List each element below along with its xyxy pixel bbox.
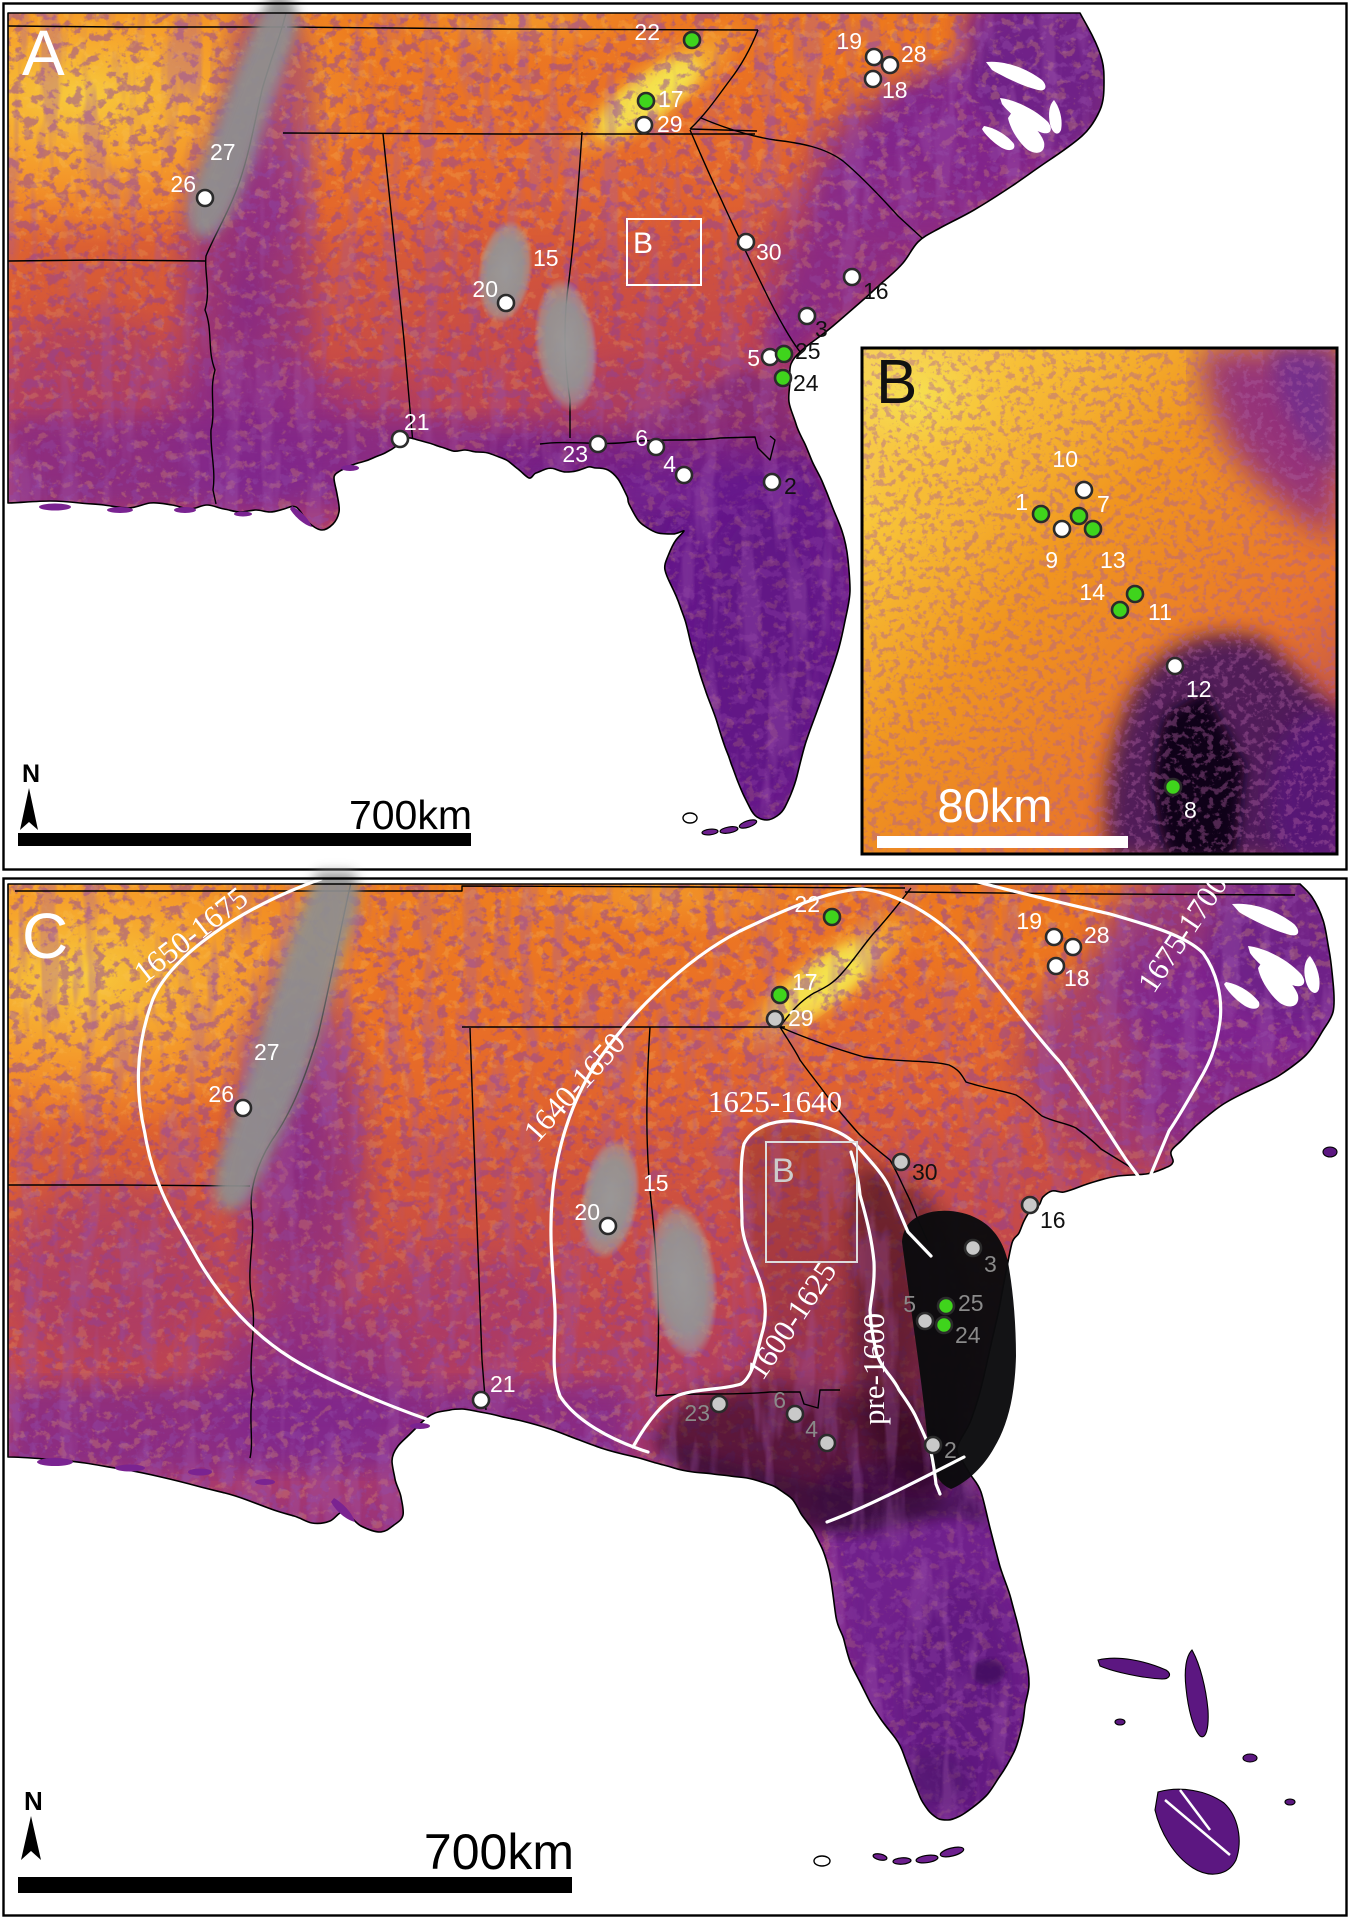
svg-text:pre-1600: pre-1600 [856, 1313, 891, 1425]
svg-text:10: 10 [1052, 446, 1078, 472]
svg-text:15: 15 [533, 245, 559, 271]
svg-text:5: 5 [903, 1291, 916, 1317]
svg-text:15: 15 [643, 1170, 669, 1196]
svg-text:23: 23 [684, 1400, 710, 1426]
svg-text:16: 16 [1040, 1207, 1066, 1233]
svg-text:80km: 80km [938, 779, 1053, 832]
svg-text:11: 11 [1148, 599, 1172, 625]
svg-text:30: 30 [756, 239, 782, 265]
svg-text:3: 3 [984, 1251, 997, 1277]
svg-text:22: 22 [794, 891, 820, 917]
svg-text:19: 19 [836, 28, 862, 54]
svg-text:14: 14 [1079, 579, 1105, 605]
svg-text:N: N [22, 760, 40, 788]
svg-text:29: 29 [657, 111, 683, 137]
svg-text:4: 4 [805, 1416, 818, 1442]
svg-text:28: 28 [901, 41, 927, 67]
svg-text:13: 13 [1100, 547, 1126, 573]
svg-text:5: 5 [747, 345, 760, 371]
svg-text:17: 17 [792, 969, 818, 995]
svg-text:6: 6 [635, 425, 648, 451]
svg-text:24: 24 [955, 1322, 981, 1348]
svg-text:7: 7 [1097, 491, 1110, 517]
svg-text:25: 25 [795, 338, 821, 364]
svg-text:25: 25 [958, 1290, 984, 1316]
svg-text:700km: 700km [424, 1824, 574, 1880]
svg-text:29: 29 [788, 1005, 814, 1031]
svg-text:A: A [22, 17, 65, 89]
svg-text:16: 16 [863, 278, 889, 304]
svg-text:B: B [633, 227, 653, 260]
svg-text:8: 8 [1184, 797, 1197, 823]
svg-text:27: 27 [210, 139, 236, 165]
svg-text:9: 9 [1045, 547, 1058, 573]
svg-text:C: C [22, 900, 68, 972]
svg-text:1: 1 [1015, 489, 1028, 515]
svg-text:12: 12 [1186, 676, 1212, 702]
svg-text:4: 4 [663, 451, 676, 477]
svg-text:21: 21 [404, 409, 430, 435]
svg-text:18: 18 [1064, 965, 1090, 991]
svg-text:2: 2 [784, 473, 797, 499]
svg-text:27: 27 [254, 1039, 280, 1065]
svg-text:20: 20 [472, 276, 498, 302]
svg-text:1625-1640: 1625-1640 [708, 1084, 842, 1119]
svg-text:30: 30 [912, 1159, 938, 1185]
svg-text:26: 26 [170, 171, 196, 197]
svg-text:19: 19 [1016, 908, 1042, 934]
svg-text:22: 22 [634, 19, 660, 45]
svg-text:23: 23 [562, 441, 588, 467]
svg-text:20: 20 [574, 1199, 600, 1225]
svg-text:700km: 700km [349, 792, 472, 838]
svg-text:24: 24 [793, 370, 819, 396]
svg-text:N: N [24, 1786, 43, 1816]
svg-text:B: B [772, 1152, 795, 1190]
svg-text:2: 2 [944, 1437, 957, 1463]
svg-text:3: 3 [815, 316, 828, 342]
svg-text:17: 17 [658, 86, 684, 112]
svg-text:26: 26 [208, 1081, 234, 1107]
svg-text:18: 18 [882, 77, 908, 103]
svg-text:21: 21 [490, 1371, 516, 1397]
svg-text:28: 28 [1084, 922, 1110, 948]
svg-text:6: 6 [773, 1387, 786, 1413]
svg-text:B: B [876, 348, 917, 417]
